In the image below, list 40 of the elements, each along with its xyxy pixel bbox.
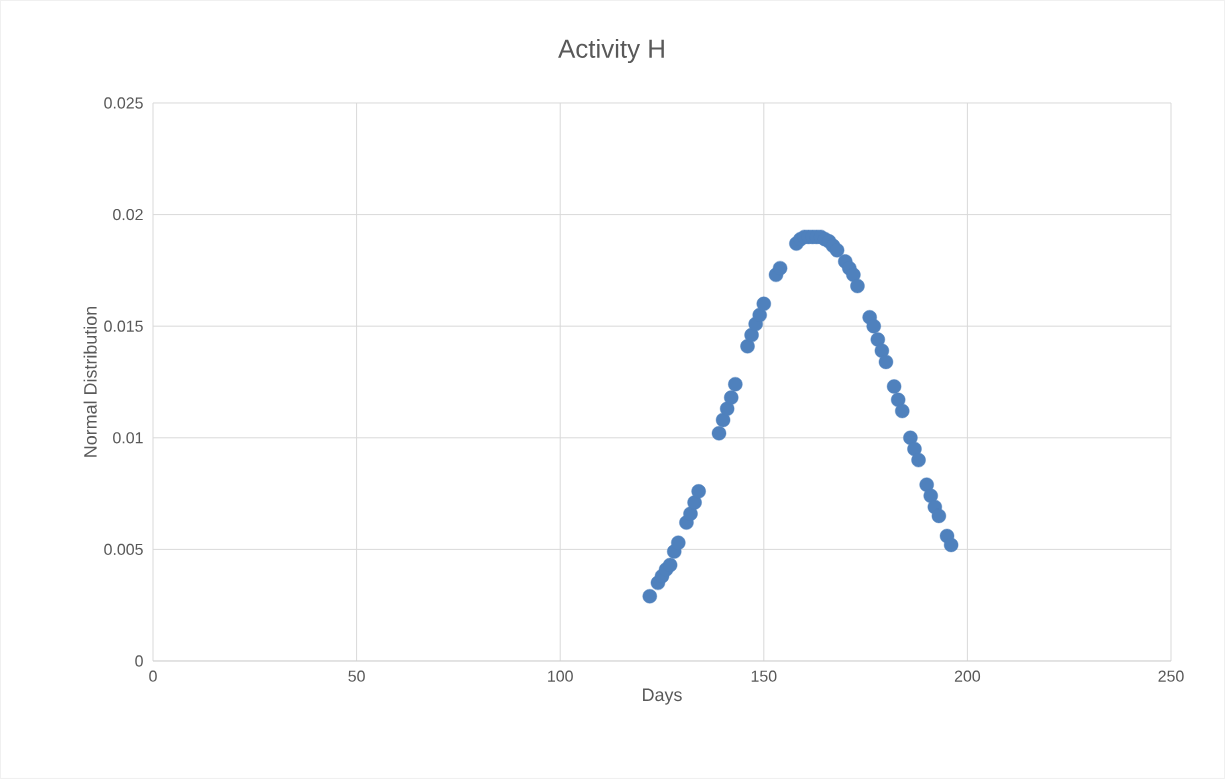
point <box>829 243 845 258</box>
point <box>878 354 894 370</box>
point <box>642 589 657 604</box>
x-tick-label: 150 <box>751 670 777 682</box>
x-tick-label: 50 <box>348 670 365 682</box>
x-axis-title: Days <box>643 688 682 705</box>
point <box>866 318 881 334</box>
y-tick-label: 0.015 <box>104 320 143 332</box>
point <box>662 557 678 573</box>
chart-title: Activity H <box>558 38 664 64</box>
y-tick-label: 0.02 <box>113 208 143 221</box>
point <box>752 307 767 323</box>
point <box>931 508 947 524</box>
point <box>715 412 731 428</box>
point <box>687 495 702 510</box>
y-tick-label: 0.005 <box>104 543 143 556</box>
point <box>943 537 959 553</box>
point <box>886 379 902 394</box>
point <box>728 377 743 392</box>
y-axis-title: Normal Distribution <box>83 306 97 457</box>
y-tick-label: 0 <box>135 655 143 667</box>
point <box>772 260 788 276</box>
point <box>683 506 698 521</box>
point <box>907 441 922 457</box>
point <box>691 484 706 499</box>
x-tick-label: 100 <box>548 670 573 682</box>
point <box>846 267 861 283</box>
point <box>911 452 926 468</box>
point <box>671 535 686 550</box>
point <box>719 401 735 416</box>
point <box>756 296 771 312</box>
x-tick-label: 250 <box>1158 670 1184 682</box>
x-tick-label: 0 <box>149 670 157 682</box>
y-tick-label: 0.025 <box>104 97 143 109</box>
point <box>850 278 865 294</box>
point <box>711 426 727 441</box>
point <box>724 390 739 405</box>
point <box>895 403 910 419</box>
y-tick-label: 0.01 <box>113 432 143 444</box>
x-tick-label: 200 <box>954 670 981 682</box>
